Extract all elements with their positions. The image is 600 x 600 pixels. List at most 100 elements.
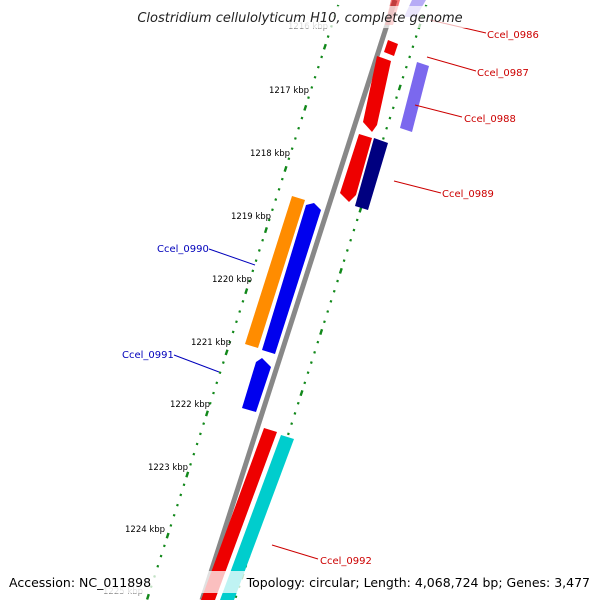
outer-track-major-tick — [319, 328, 324, 335]
gene-label-ccel-0987[interactable]: Ccel_0987 — [477, 68, 529, 79]
inner-track-major-tick — [145, 593, 150, 600]
tick-label-1218: 1218 kbp — [250, 149, 290, 159]
outer-track-minor-tick — [385, 126, 389, 130]
outer-track-minor-tick — [391, 106, 395, 110]
inner-track-minor-tick — [313, 75, 317, 79]
inner-track-minor-tick — [277, 187, 281, 191]
leader-line-ccel-0989 — [393, 180, 442, 194]
feature-track — [201, 0, 429, 600]
outer-track-minor-tick — [401, 75, 405, 79]
outer-track-minor-tick — [326, 310, 330, 313]
inner-track-minor-tick — [162, 544, 166, 548]
inner-tick-track — [145, 4, 340, 600]
inner-track-minor-tick — [199, 432, 202, 436]
outer-track-minor-tick — [414, 35, 418, 38]
inner-track-minor-tick — [192, 452, 196, 456]
inner-track-minor-tick — [228, 340, 232, 344]
gene-ccel-0988-block[interactable] — [363, 56, 391, 132]
outer-track-major-tick — [299, 390, 304, 397]
outer-track-minor-tick — [287, 432, 290, 436]
tick-label-1224: 1224 kbp — [125, 525, 165, 535]
genome-info-text: Topology: circular; Length: 4,068,724 bp… — [246, 575, 590, 590]
outer-track-minor-tick — [345, 249, 349, 252]
inner-track-minor-tick — [320, 55, 324, 59]
tick-label-1223: 1223 kbp — [148, 463, 188, 473]
leader-line-ccel-0987 — [426, 56, 477, 72]
inner-track-minor-tick — [231, 330, 235, 334]
gene-label-ccel-0988[interactable]: Ccel_0988 — [464, 114, 516, 125]
inner-track-minor-tick — [235, 320, 238, 324]
inner-track-minor-tick — [300, 116, 304, 120]
gene-ccel-0992-block[interactable] — [201, 428, 277, 600]
gene-ccel-0991-block[interactable] — [242, 358, 271, 412]
inner-track-minor-tick — [176, 503, 179, 507]
leader-line-ccel-0992 — [271, 544, 319, 560]
outer-track-minor-tick — [306, 371, 310, 375]
gene-label-ccel-0991[interactable]: Ccel_0991 — [122, 350, 174, 361]
genome-backbone — [199, 0, 398, 600]
gene-label-ccel-0986[interactable]: Ccel_0986 — [487, 30, 539, 41]
inner-track-minor-tick — [169, 524, 173, 527]
gene-labels: Ccel_0986 Ccel_0987 Ccel_0988 Ccel_0989 … — [122, 30, 539, 567]
outer-track-minor-tick — [382, 137, 385, 140]
gene-label-ccel-0989[interactable]: Ccel_0989 — [442, 189, 494, 200]
outer-track-major-tick — [338, 267, 343, 274]
gene-ccel-0987-partner-block — [400, 62, 429, 132]
inner-track-minor-tick — [261, 238, 265, 242]
gene-label-ccel-0990[interactable]: Ccel_0990 — [157, 244, 209, 255]
inner-track-minor-tick — [290, 147, 294, 151]
outer-track-minor-tick — [313, 350, 316, 354]
inner-track-major-tick — [303, 104, 308, 111]
outer-track-minor-tick — [234, 595, 238, 599]
gene-label-ccel-0992[interactable]: Ccel_0992 — [320, 556, 372, 567]
outer-track-minor-tick — [332, 289, 336, 293]
inner-track-major-tick — [204, 410, 209, 417]
inner-track-minor-tick — [326, 35, 330, 38]
outer-track-minor-tick — [296, 401, 300, 405]
gene-ccel-0990-block[interactable] — [245, 196, 305, 348]
leader-line-ccel-0991 — [173, 354, 220, 373]
inner-track-minor-tick — [156, 564, 160, 568]
footer-backdrop — [0, 571, 600, 593]
title-backdrop — [125, 6, 475, 28]
inner-track-minor-tick — [316, 65, 320, 69]
inner-track-minor-tick — [280, 177, 284, 181]
page-title: Clostridium cellulolyticum H10, complete… — [137, 11, 462, 26]
gene-ccel-0989-block[interactable] — [340, 134, 372, 202]
outer-track-minor-tick — [404, 65, 408, 69]
outer-track-minor-tick — [336, 279, 339, 283]
gene-ccel-0992-partner-block — [220, 435, 294, 600]
inner-track-minor-tick — [159, 554, 163, 558]
outer-track-minor-tick — [355, 218, 359, 222]
outer-track-minor-tick — [388, 116, 392, 120]
inner-track-minor-tick — [254, 259, 258, 263]
outer-track-minor-tick — [342, 259, 346, 263]
outer-track-minor-tick — [309, 361, 313, 364]
inner-track-major-tick — [185, 471, 190, 478]
inner-track-major-tick — [283, 165, 288, 172]
tick-label-1221: 1221 kbp — [191, 338, 231, 348]
tick-label-1217: 1217 kbp — [269, 86, 309, 96]
inner-track-minor-tick — [251, 269, 255, 273]
tick-label-1219: 1219 kbp — [231, 212, 271, 222]
leader-line-ccel-0988 — [414, 104, 463, 118]
gene-leader-lines — [173, 19, 487, 560]
inner-track-minor-tick — [208, 401, 212, 405]
inner-track-minor-tick — [189, 462, 192, 466]
outer-track-major-tick — [397, 84, 402, 91]
inner-track-minor-tick — [271, 208, 274, 212]
inner-track-minor-tick — [274, 198, 278, 201]
outer-track-minor-tick — [349, 238, 353, 242]
gene-ccel-0987-block[interactable] — [384, 40, 398, 56]
inner-track-minor-tick — [287, 157, 291, 161]
leader-line-ccel-0990 — [208, 248, 256, 266]
inner-track-minor-tick — [307, 96, 310, 100]
inner-track-major-tick — [244, 288, 249, 295]
outer-track-minor-tick — [408, 55, 412, 59]
inner-track-major-tick — [263, 227, 268, 234]
inner-track-minor-tick — [215, 381, 219, 385]
gene-ccel-0989-partner-block — [355, 138, 388, 210]
outer-track-minor-tick — [395, 96, 398, 100]
tick-label-1222: 1222 kbp — [170, 400, 210, 410]
